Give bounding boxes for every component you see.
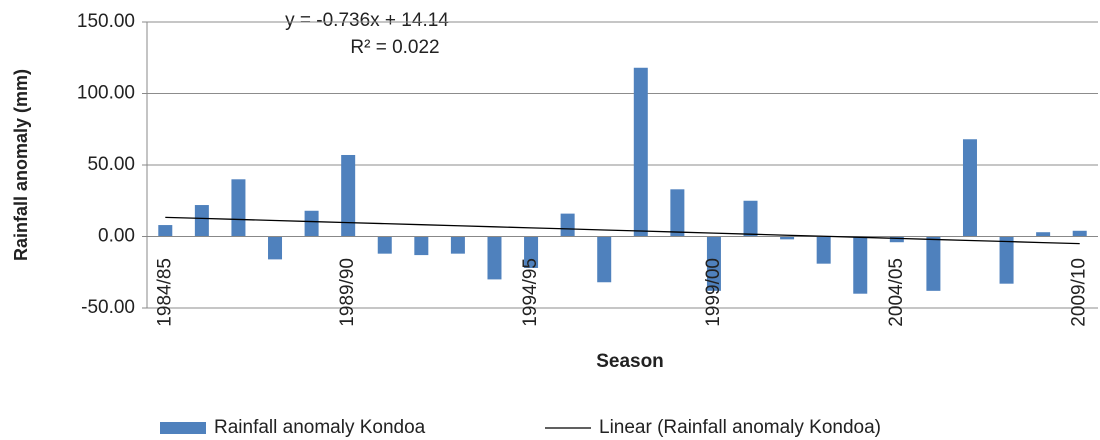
bar xyxy=(889,236,904,243)
bar xyxy=(524,236,539,268)
bar xyxy=(999,236,1014,284)
legend-label: Rainfall anomaly Kondoa xyxy=(214,417,426,438)
bar xyxy=(560,213,575,237)
bar xyxy=(670,189,685,237)
bar xyxy=(962,139,977,237)
bar xyxy=(377,236,392,254)
bar xyxy=(706,236,721,291)
bar xyxy=(633,67,648,237)
bar xyxy=(231,179,246,237)
bar xyxy=(487,236,502,280)
bar xyxy=(268,236,283,260)
bar xyxy=(341,154,356,237)
legend-swatch xyxy=(160,422,206,434)
y-axis-label: Rainfall anomaly (mm) xyxy=(11,69,31,261)
x-tick-label: 2009/10 xyxy=(1069,258,1090,327)
bar xyxy=(414,236,429,256)
bar xyxy=(597,236,612,283)
bar xyxy=(743,200,758,237)
bar xyxy=(194,205,209,237)
y-tick-label: 50.00 xyxy=(87,154,135,175)
y-tick-label: 100.00 xyxy=(77,83,135,104)
legend-label: Linear (Rainfall anomaly Kondoa) xyxy=(599,417,881,438)
bar xyxy=(1072,230,1087,237)
x-axis-label: Season xyxy=(596,351,664,372)
trend-r-squared: R² = 0.022 xyxy=(350,37,439,58)
bar xyxy=(816,236,831,264)
bar xyxy=(926,236,941,291)
x-tick-label: 1999/00 xyxy=(703,258,724,327)
x-tick-label: 2004/05 xyxy=(886,258,907,327)
x-tick-label: 1989/90 xyxy=(337,258,358,327)
bar xyxy=(158,225,173,237)
y-tick-label: 0.00 xyxy=(98,226,135,247)
x-tick-label: 1984/85 xyxy=(154,258,175,327)
bar xyxy=(304,210,319,237)
y-tick-label: 150.00 xyxy=(77,11,135,32)
x-tick-label: 1994/95 xyxy=(520,258,541,327)
bar xyxy=(450,236,465,254)
trend-line xyxy=(165,216,1080,245)
bar xyxy=(1036,232,1051,237)
bar xyxy=(780,236,795,240)
trend-equation: y = -0.736x + 14.14 xyxy=(285,10,449,31)
y-tick-label: -50.00 xyxy=(81,297,135,318)
bar xyxy=(853,236,868,294)
